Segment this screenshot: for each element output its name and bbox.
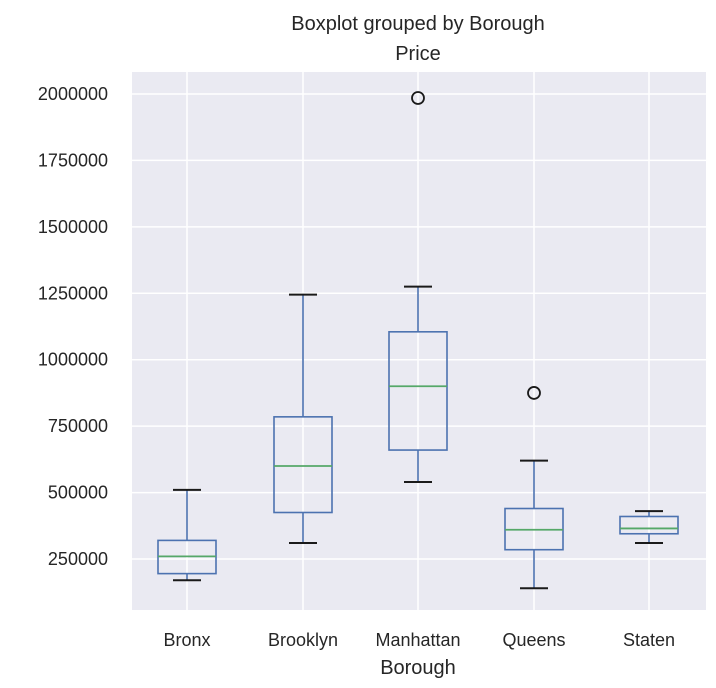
y-tick-labels: 250000 500000 750000 1000000 1250000 1500000 1… — [38, 84, 108, 569]
chart-title: Boxplot grouped by Borough — [291, 13, 545, 35]
outlier-point — [527, 386, 541, 400]
iqr-box — [273, 416, 333, 514]
box-manhattan — [388, 91, 448, 483]
y-tick-label: 250000 — [48, 549, 108, 569]
plot-background — [132, 72, 706, 610]
box-queens — [504, 386, 564, 590]
x-tick-label: Manhattan — [375, 630, 460, 650]
x-tick-label: Brooklyn — [268, 630, 338, 650]
y-tick-label: 1250000 — [38, 283, 108, 303]
y-tick-label: 1750000 — [38, 150, 108, 170]
chart-subtitle: Price — [395, 43, 441, 65]
x-axis-label: Borough — [380, 657, 456, 679]
iqr-box — [619, 515, 679, 535]
x-tick-label: Staten — [623, 630, 675, 650]
y-tick-label: 500000 — [48, 483, 108, 503]
iqr-box — [388, 331, 448, 451]
y-tick-label: 2000000 — [38, 84, 108, 104]
y-tick-label: 750000 — [48, 416, 108, 436]
x-tick-labels: Bronx Brooklyn Manhattan Queens Staten — [163, 630, 675, 650]
boxes — [157, 91, 679, 590]
x-tick-label: Queens — [502, 630, 565, 650]
y-tick-label: 1500000 — [38, 217, 108, 237]
box-staten — [619, 510, 679, 545]
box-brooklyn — [273, 293, 333, 545]
y-tick-label: 1000000 — [38, 350, 108, 370]
x-tick-label: Bronx — [163, 630, 210, 650]
outlier-point — [411, 91, 425, 105]
box-bronx — [157, 488, 217, 582]
